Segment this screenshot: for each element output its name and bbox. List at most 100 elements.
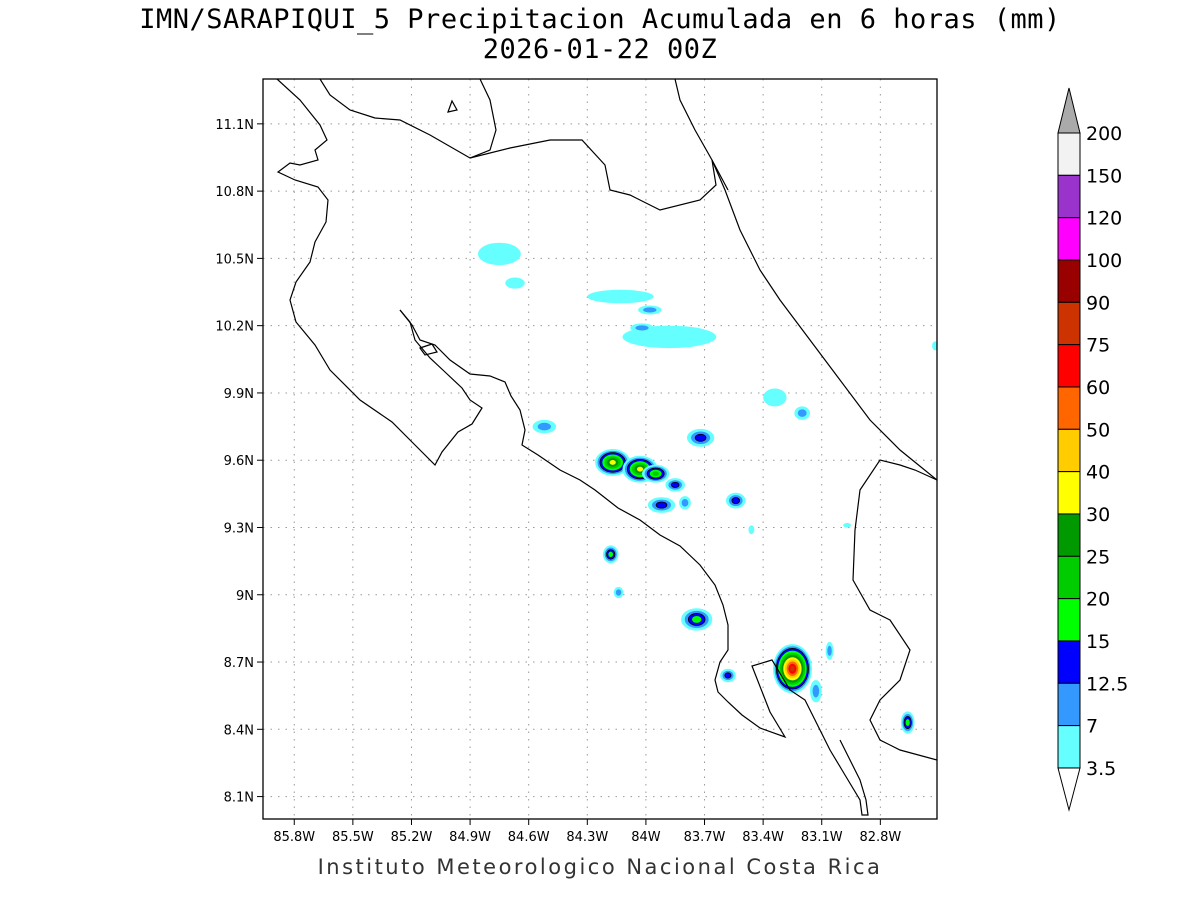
precip-contour-12.5 (694, 433, 707, 442)
lon-tick-label: 85.2W (391, 830, 433, 845)
precip-contour-20 (652, 471, 660, 476)
gridlines (263, 79, 937, 819)
lat-tick-label: 10.8N (215, 185, 254, 200)
island-north (447, 99, 458, 113)
colorbar-label: 40 (1086, 462, 1110, 484)
precipitation-field (477, 242, 937, 734)
precip-contour-7 (797, 409, 807, 417)
colorbar-box (1057, 174, 1081, 219)
pacific-coast-north (276, 79, 483, 466)
precip-cell (763, 388, 787, 407)
lon-tick-label: 83.1W (801, 830, 843, 845)
precip-cell (665, 478, 685, 492)
precip-contour-7 (537, 422, 551, 431)
precip-cell (630, 323, 654, 333)
colorbar-label: 90 (1086, 292, 1110, 314)
colorbar-box (1057, 471, 1081, 515)
precip-cell (595, 449, 631, 476)
lat-tick-label: 8.7N (224, 656, 254, 671)
precip-contour-75 (790, 665, 795, 672)
precip-contour-7 (643, 307, 657, 313)
colorbar-label: 25 (1086, 546, 1110, 568)
colorbar-box (1057, 428, 1081, 473)
colorbar-box (1057, 598, 1081, 642)
lon-tick-label: 84.9W (449, 830, 491, 845)
precip-cell (900, 711, 915, 734)
lon-tick-label: 84.6W (508, 830, 550, 845)
precip-cell (679, 496, 691, 510)
colorbar: 200 150 120 100 90 75 60 50 40 30 25 20 15 12.5 7 3.5 (1057, 87, 1128, 812)
colorbar-label: 7 (1086, 716, 1098, 738)
panama-border (852, 459, 937, 761)
map-date: 2026-01-22 00Z (482, 34, 718, 65)
precip-contour-12.5 (724, 672, 732, 679)
precip-contour-7 (827, 645, 832, 656)
lat-tick-label: 8.4N (224, 723, 254, 738)
precip-cell (720, 668, 736, 683)
lat-tick-label: 9.3N (224, 521, 254, 536)
colorbar-box (1057, 513, 1081, 557)
precip-cell (681, 608, 713, 631)
nicaragua-coast (319, 79, 497, 159)
precip-contour-15 (905, 719, 910, 726)
lon-tick-label: 82.8W (859, 830, 901, 845)
lon-tick-label: 85.5W (332, 830, 374, 845)
precip-cell (587, 289, 654, 304)
colorbar-box (1057, 555, 1081, 600)
precip-cell (932, 341, 937, 351)
precip-cell (748, 525, 755, 535)
precip-cell (613, 586, 624, 599)
colorbar-label: 100 (1086, 250, 1122, 272)
precip-cell (602, 545, 619, 564)
colorbar-box (1057, 132, 1081, 176)
precip-contour-7 (812, 684, 820, 698)
precip-cell (772, 644, 812, 694)
colorbar-box (1057, 725, 1081, 769)
colorbar-box (1057, 386, 1081, 430)
precip-contour-15 (608, 551, 614, 558)
lon-tick-label: 84W (631, 830, 661, 845)
lon-tick-label: 83.7W (684, 830, 726, 845)
precip-cell (642, 464, 670, 483)
colorbar-label: 3.5 (1086, 758, 1116, 780)
precip-contour-3.5 (587, 289, 654, 304)
precip-contour-30 (636, 466, 644, 472)
gulf-of-nicoya-coast (399, 309, 869, 816)
precip-contour-3.5 (505, 277, 525, 289)
precip-contour-30 (609, 460, 616, 465)
colorbar-label: 15 (1086, 631, 1110, 653)
precip-contour-7 (635, 325, 649, 331)
colorbar-label: 75 (1086, 335, 1110, 357)
precip-contour-3.5 (748, 525, 755, 535)
precip-contour-3.5 (843, 523, 852, 528)
nicaragua-border (469, 139, 729, 211)
precip-contour-12.5 (670, 481, 680, 488)
lat-tick-label: 10.2N (215, 320, 254, 335)
island (419, 343, 438, 356)
colorbar-label: 12.5 (1086, 673, 1128, 695)
lat-tick-label: 9N (236, 589, 254, 604)
lat-tick-label: 10.5N (215, 252, 254, 267)
precip-cell (686, 428, 715, 447)
colorbar-label: 150 (1086, 165, 1122, 187)
colorbar-box (1057, 682, 1081, 727)
precip-contour-7 (681, 499, 689, 507)
colorbar-over-triangle (1057, 87, 1081, 134)
precip-contour-3.5 (763, 388, 787, 407)
lon-tick-label: 83.4W (742, 830, 784, 845)
lat-tick-label: 9.9N (224, 387, 254, 402)
lat-tick-label: 9.6N (224, 454, 254, 469)
colorbar-label: 60 (1086, 377, 1110, 399)
precip-contour-3.5 (477, 242, 521, 266)
colorbar-label: 20 (1086, 589, 1110, 611)
precip-cell (825, 641, 834, 660)
credit-text: Instituto Meteorologico Nacional Costa R… (317, 855, 883, 879)
colorbar-label: 50 (1086, 419, 1110, 441)
precip-cell (638, 305, 662, 315)
colorbar-box (1057, 217, 1081, 261)
precip-contour-15 (691, 616, 702, 623)
colorbar-label: 200 (1086, 123, 1122, 145)
lon-tick-label: 85.8W (273, 830, 315, 845)
precip-cell (843, 523, 852, 528)
lat-tick-label: 11.1N (215, 118, 254, 133)
